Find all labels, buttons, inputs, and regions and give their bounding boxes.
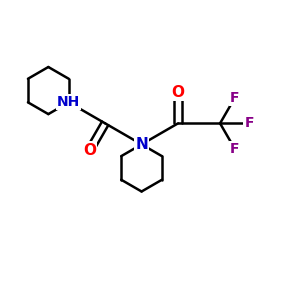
Text: O: O bbox=[83, 142, 96, 158]
Text: F: F bbox=[244, 116, 254, 130]
Text: N: N bbox=[135, 137, 148, 152]
Text: NH: NH bbox=[57, 95, 80, 109]
Text: O: O bbox=[172, 85, 184, 100]
Text: F: F bbox=[230, 142, 239, 156]
Text: F: F bbox=[230, 91, 239, 105]
